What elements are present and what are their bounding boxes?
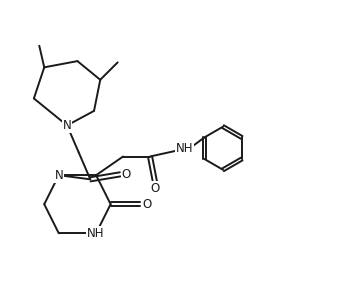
Text: O: O <box>122 168 131 181</box>
Text: O: O <box>150 182 160 195</box>
Text: NH: NH <box>176 142 193 155</box>
Text: NH: NH <box>87 227 105 240</box>
Text: N: N <box>63 119 72 132</box>
Text: O: O <box>142 198 152 211</box>
Text: N: N <box>55 169 63 182</box>
